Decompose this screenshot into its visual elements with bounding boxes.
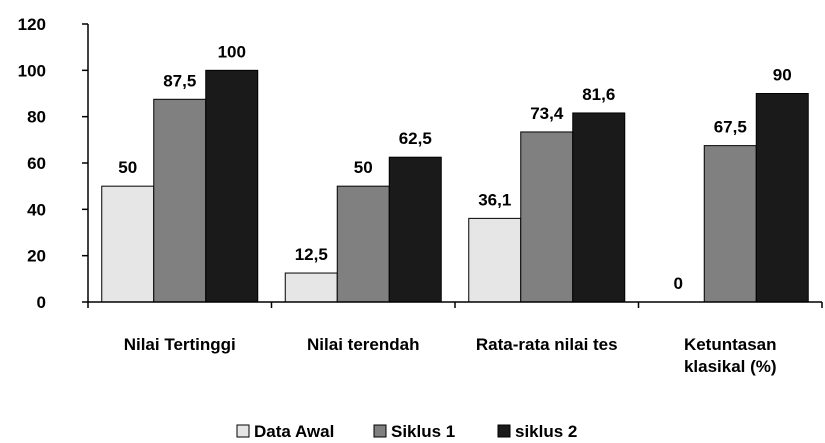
- y-tick-label: 100: [18, 61, 46, 80]
- data-label: 73,4: [530, 104, 564, 123]
- category-label-line: Ketuntasan: [684, 335, 777, 354]
- data-label: 50: [354, 158, 373, 177]
- data-label: 100: [218, 42, 246, 61]
- bar: [101, 185, 155, 303]
- data-label: 90: [773, 66, 792, 85]
- bar: [284, 272, 338, 303]
- legend-label: Siklus 1: [391, 422, 455, 441]
- legend-label: Data Awal: [254, 422, 334, 441]
- legend: Data Awal Siklus 1 siklus 2: [236, 422, 577, 441]
- y-tick-label: 0: [37, 293, 46, 312]
- bar: [572, 112, 626, 303]
- y-tick-label: 120: [18, 15, 46, 34]
- y-tick-label: 80: [27, 108, 46, 127]
- data-label: 36,1: [478, 190, 511, 209]
- data-label: 81,6: [582, 85, 615, 104]
- legend-swatch: [497, 424, 511, 438]
- category-label-line: klasikal (%): [684, 357, 777, 376]
- category-label-line: Rata-rata nilai tes: [476, 335, 618, 354]
- y-tick-label: 60: [27, 154, 46, 173]
- bar: [336, 185, 390, 303]
- data-label: 0: [674, 274, 683, 293]
- legend-swatch: [373, 424, 387, 438]
- category-label: Nilai terendah: [307, 335, 419, 354]
- data-label: 62,5: [399, 129, 432, 148]
- bar: [205, 69, 259, 303]
- bar: [468, 217, 522, 303]
- legend-label: siklus 2: [515, 422, 577, 441]
- category-label-line: Nilai Tertinggi: [124, 335, 236, 354]
- data-label: 87,5: [163, 71, 196, 90]
- data-label: 12,5: [295, 245, 328, 264]
- category-label-line: Nilai terendah: [307, 335, 419, 354]
- category-label: Ketuntasan klasikal (%): [684, 335, 777, 376]
- category-label: Rata-rata nilai tes: [476, 335, 618, 354]
- y-tick-label: 20: [27, 247, 46, 266]
- bar: [520, 131, 574, 303]
- x-axis: Nilai Tertinggi Nilai terendah Rata-rata n…: [87, 301, 823, 376]
- category-label: Nilai Tertinggi: [124, 335, 236, 354]
- bar: [388, 156, 442, 303]
- data-labels: 50 12,5 36,1 0 87,5 50 73,4 67,5 100 62,5 81,6 90: [118, 42, 791, 293]
- y-axis: 0 20 40 60 80 100 120: [18, 15, 89, 312]
- bar: [755, 93, 809, 303]
- bar: [153, 98, 207, 303]
- legend-swatch: [236, 424, 250, 438]
- data-label: 50: [118, 158, 137, 177]
- bars: [101, 69, 809, 303]
- y-tick-label: 40: [27, 200, 46, 219]
- data-label: 67,5: [714, 118, 747, 137]
- bar: [703, 145, 757, 303]
